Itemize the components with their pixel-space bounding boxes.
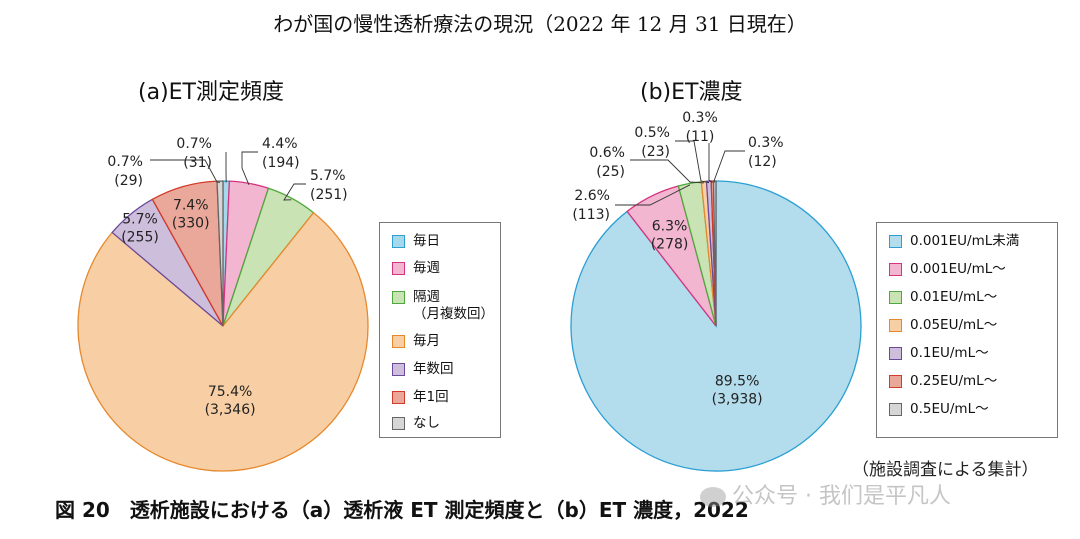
chart-a-legend-swatch-0	[392, 235, 405, 248]
chart-b-legend-label-2: 0.01EU/mL〜	[910, 289, 998, 305]
chart-a-legend-swatch-1	[392, 262, 405, 275]
pie-a-label-pct-4: 5.7%	[122, 211, 158, 227]
chart-b-legend-label-5: 0.25EU/mL〜	[910, 373, 998, 389]
pie-a-label-count-6: (29)	[114, 173, 143, 189]
pie-a-label-count-0: (31)	[183, 155, 212, 171]
chart-a-title: (a)ET測定頻度	[138, 80, 284, 105]
chart-a-legend-item-5: 年1回	[392, 389, 449, 406]
chart-b-legend-label-4: 0.1EU/mL〜	[910, 345, 989, 361]
chart-b-legend-swatch-6	[889, 403, 902, 416]
chart-b-legend-label-1: 0.001EU/mL〜	[910, 261, 1006, 277]
figure-caption: 図 20 透析施設における（a）透析液 ET 測定頻度と（b）ET 濃度，202…	[55, 498, 749, 522]
pie-a-label-pct-5: 7.4%	[173, 198, 209, 214]
pie-b-label-pct-3: 0.6%	[589, 145, 625, 161]
pie-a-label-pct-3: 75.4%	[208, 384, 252, 400]
page-title: わが国の慢性透析療法の現況（2022 年 12 月 31 日現在）	[273, 12, 807, 36]
pie-a-leader-6	[150, 159, 221, 183]
chart-b-legend-swatch-4	[889, 347, 902, 360]
pie-b-label-count-2: (113)	[572, 207, 610, 223]
chart-a-legend-item-0: 毎日	[392, 233, 440, 250]
chart-b-legend-item-5: 0.25EU/mL〜	[889, 373, 997, 390]
pie-a-label-pct-0: 0.7%	[176, 136, 212, 152]
pie-a-label-count-4: (255)	[121, 229, 159, 245]
pie-b-label-pct-6: 0.3%	[748, 135, 784, 151]
chart-b-legend-label-0: 0.001EU/mL未満	[910, 233, 1020, 249]
pie-b-leader-6	[713, 150, 745, 183]
chart-a-legend-label-6: なし	[413, 415, 440, 431]
pie-a-leader-1	[241, 151, 258, 185]
pie-a-label-pct-1: 4.4%	[262, 136, 298, 152]
pie-b-leader-5	[708, 143, 713, 183]
chart-a-legend: 毎日毎週隔週 （月複数回） 毎月年数回年1回なし	[379, 222, 501, 438]
chart-b-legend-swatch-0	[889, 235, 902, 248]
watermark: 公众号 · 我们是平凡人	[700, 478, 951, 510]
chart-a-legend-item-3: 毎月	[392, 333, 440, 350]
chart-a-legend-item-4: 年数回	[392, 361, 454, 378]
chart-b-legend-label-6: 0.5EU/mL〜	[910, 401, 989, 417]
pie-b-leader-4	[675, 140, 710, 184]
wechat-icon	[700, 487, 726, 507]
chart-a-legend-swatch-2	[392, 291, 405, 304]
chart-b-legend-label-3: 0.05EU/mL〜	[910, 317, 998, 333]
pie-a-label-count-5: (330)	[172, 216, 210, 232]
chart-a-legend-item-6: なし	[392, 415, 440, 432]
chart-b-legend-item-3: 0.05EU/mL〜	[889, 317, 997, 334]
pie-a-label-count-2: (251)	[310, 187, 348, 203]
chart-b-legend-item-1: 0.001EU/mL〜	[889, 261, 1006, 278]
chart-a-legend-label-4: 年数回	[413, 361, 454, 377]
pie-a-leader-2	[283, 183, 306, 201]
chart-a-legend-label-1: 毎週	[413, 260, 440, 276]
pie-a-slice-3	[77, 211, 369, 472]
chart-a-legend-swatch-3	[392, 335, 405, 348]
chart-a-legend-swatch-5	[392, 391, 405, 404]
chart-a-legend-swatch-4	[392, 363, 405, 376]
chart-a-legend-label-0: 毎日	[413, 233, 440, 249]
watermark-text: 公众号 · 我们是平凡人	[732, 484, 951, 509]
pie-a-slice-6	[216, 180, 224, 327]
chart-b-legend-item-2: 0.01EU/mL〜	[889, 289, 997, 306]
pie-b-label-pct-0: 89.5%	[715, 374, 759, 390]
pie-a-label-count-3: (3,346)	[205, 402, 256, 418]
chart-a-legend-label-3: 毎月	[413, 333, 440, 349]
pie-b-label-pct-4: 0.5%	[634, 125, 670, 141]
pie-b-label-pct-5: 0.3%	[682, 110, 718, 126]
chart-b-legend-swatch-3	[889, 319, 902, 332]
chart-b-legend-swatch-5	[889, 375, 902, 388]
pie-b-label-count-1: (278)	[651, 237, 689, 253]
pie-b-label-count-0: (3,938)	[712, 392, 763, 408]
pie-b-label-pct-1: 6.3%	[652, 219, 688, 235]
pie-b-leader-3	[630, 159, 705, 184]
chart-b-legend-item-0: 0.001EU/mL未満	[889, 233, 1019, 250]
chart-a-legend-swatch-6	[392, 417, 405, 430]
chart-a-legend-label-2: 隔週 （月複数回）	[413, 289, 494, 322]
pie-b-leader-2	[615, 184, 691, 206]
chart-a-legend-label-5: 年1回	[413, 389, 449, 405]
pie-b-label-count-3: (25)	[596, 164, 625, 180]
chart-b-legend-swatch-2	[889, 291, 902, 304]
pie-a-label-pct-2: 5.7%	[310, 168, 346, 184]
source-note: （施設調査による集計）	[852, 460, 1039, 480]
chart-a-legend-item-1: 毎週	[392, 260, 440, 277]
pie-b-label-count-6: (12)	[748, 154, 777, 170]
pie-b-label-count-5: (11)	[686, 129, 715, 145]
chart-b-legend-item-6: 0.5EU/mL〜	[889, 401, 989, 418]
chart-b-legend-swatch-1	[889, 263, 902, 276]
chart-b-legend-item-4: 0.1EU/mL〜	[889, 345, 989, 362]
pie-a-label-count-1: (194)	[262, 155, 300, 171]
pie-a-label-pct-6: 0.7%	[107, 154, 143, 170]
chart-b-title: (b)ET濃度	[640, 80, 743, 105]
chart-b-legend: 0.001EU/mL未満 0.001EU/mL〜 0.01EU/mL〜 0.05EU/…	[876, 222, 1058, 438]
pie-b-label-pct-2: 2.6%	[574, 188, 610, 204]
pie-b-label-count-4: (23)	[641, 144, 670, 160]
chart-a-legend-item-2: 隔週 （月複数回）	[392, 289, 494, 323]
